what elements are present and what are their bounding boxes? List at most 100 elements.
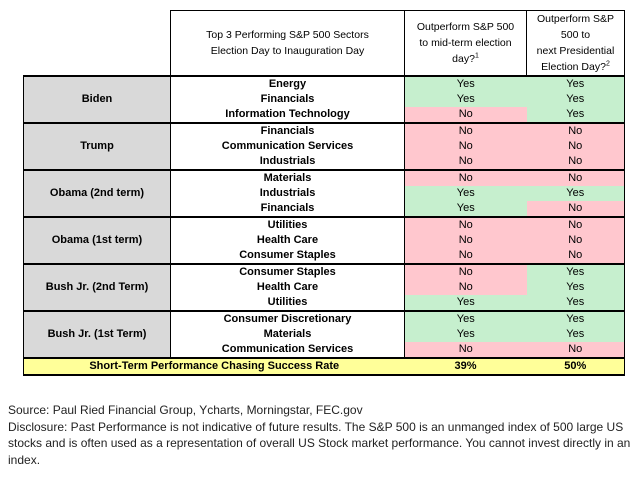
sector-cell: Energy (170, 75, 405, 92)
table-row: Utilities Yes Yes (24, 295, 625, 311)
summary-label: Short-Term Performance Chasing Success R… (23, 357, 405, 376)
midterm-result-cell: No (404, 280, 527, 295)
source-note: Source: Paul Ried Financial Group, Ychar… (8, 403, 363, 417)
next-election-result-cell: Yes (526, 263, 625, 280)
president-cell: Biden (23, 75, 171, 123)
table-row: Materials Yes Yes (24, 327, 625, 342)
president-cell: Obama (1st term) (23, 216, 171, 264)
next-election-result-cell: Yes (526, 295, 625, 311)
midterm-result-cell: Yes (404, 310, 527, 327)
table-row: Communication Services No No (24, 139, 625, 154)
midterm-result-cell: No (404, 263, 527, 280)
sector-performance-table: Top 3 Performing S&P 500 Sectors Electio… (23, 10, 625, 376)
summary-next-election-rate: 50% (526, 357, 625, 376)
midterm-result-cell: No (404, 169, 527, 186)
next-election-result-cell: Yes (526, 327, 625, 342)
midterm-result-cell: No (404, 248, 527, 264)
midterm-result-cell: No (404, 154, 527, 170)
header-midterm-line2: to mid-term election (419, 37, 512, 49)
disclosure-note: Disclosure: Past Performance is not indi… (8, 419, 631, 467)
sector-cell: Utilities (170, 295, 405, 311)
header-midterm: Outperform S&P 500 to mid-term election … (404, 10, 527, 77)
header-midterm-line3: day? (452, 53, 475, 65)
table-row: Information Technology No Yes (24, 107, 625, 123)
sector-cell: Industrials (170, 186, 405, 201)
table-row: Financials Yes No (24, 201, 625, 217)
sector-cell: Materials (170, 169, 405, 186)
table-row: Health Care No Yes (24, 280, 625, 295)
midterm-result-cell: No (404, 342, 527, 358)
next-election-result-cell: No (526, 248, 625, 264)
midterm-result-cell: No (404, 233, 527, 248)
next-election-result-cell: No (526, 154, 625, 170)
sector-cell: Consumer Staples (170, 263, 405, 280)
sector-cell: Communication Services (170, 139, 405, 154)
midterm-result-cell: Yes (404, 201, 527, 217)
next-election-result-cell: Yes (526, 75, 625, 92)
table-row: Health Care No No (24, 233, 625, 248)
table-row: Obama (1st term) Utilities No No (23, 216, 625, 264)
sector-cell: Financials (170, 92, 405, 107)
next-election-result-cell: No (526, 201, 625, 217)
president-cell: Obama (2nd term) (23, 169, 171, 217)
next-election-result-cell: No (526, 169, 625, 186)
table-row: Obama (2nd term) Materials No No (23, 169, 625, 217)
table-row: Consumer Staples No No (24, 248, 625, 264)
next-election-result-cell: Yes (526, 186, 625, 201)
header-midterm-line1: Outperform S&P 500 (416, 21, 515, 33)
midterm-result-cell: No (404, 107, 527, 123)
header-next-line1: Outperform S&P 500 to (536, 13, 615, 41)
sector-cell: Communication Services (170, 342, 405, 358)
next-election-result-cell: No (526, 233, 625, 248)
table-row: Bush Jr. (1st Term) Consumer Discretionar… (23, 310, 625, 358)
table-row: Bush Jr. (2nd Term) Consumer Staples No Yes (23, 263, 625, 311)
midterm-result-cell: Yes (404, 295, 527, 311)
sector-cell: Materials (170, 327, 405, 342)
midterm-result-cell: Yes (404, 327, 527, 342)
sector-cell: Health Care (170, 280, 405, 295)
sector-cell: Consumer Staples (170, 248, 405, 264)
summary-row: Short-Term Performance Chasing Success R… (23, 357, 625, 376)
header-next-line3: Election Day? (541, 61, 606, 73)
next-election-result-cell: Yes (526, 92, 625, 107)
sector-cell: Utilities (170, 216, 405, 233)
header-next-election: Outperform S&P 500 to next Presidential … (526, 10, 625, 77)
header-row: Top 3 Performing S&P 500 Sectors Electio… (24, 10, 625, 77)
sector-cell: Industrials (170, 154, 405, 170)
footnote-marker-1: 1 (474, 52, 479, 60)
next-election-result-cell: Yes (526, 280, 625, 295)
president-cell: Bush Jr. (2nd Term) (23, 263, 171, 311)
next-election-result-cell: Yes (526, 310, 625, 327)
table-row: Industrials Yes Yes (24, 186, 625, 201)
next-election-result-cell: No (526, 342, 625, 358)
table-row: Industrials No No (24, 154, 625, 170)
table-body: Biden Energy Yes Yes Financials Yes Yes Informa… (23, 75, 625, 376)
header-sectors-line1: Top 3 Performing S&P 500 Sectors (206, 29, 369, 41)
sector-cell: Consumer Discretionary (170, 310, 405, 327)
midterm-result-cell: Yes (404, 186, 527, 201)
next-election-result-cell: No (526, 139, 625, 154)
midterm-result-cell: No (404, 216, 527, 233)
notes-section: Source: Paul Ried Financial Group, Ychar… (8, 402, 633, 468)
midterm-result-cell: Yes (404, 92, 527, 107)
midterm-result-cell: No (404, 122, 527, 139)
sector-cell: Information Technology (170, 107, 405, 123)
next-election-result-cell: No (526, 216, 625, 233)
midterm-result-cell: No (404, 139, 527, 154)
sector-cell: Financials (170, 122, 405, 139)
footnote-marker-2: 2 (605, 60, 610, 68)
table-row: Biden Energy Yes Yes (23, 75, 625, 123)
sector-performance-table-container: Top 3 Performing S&P 500 Sectors Electio… (23, 10, 625, 376)
table-row: Communication Services No No (24, 342, 625, 358)
summary-midterm-rate: 39% (404, 357, 527, 376)
sector-cell: Financials (170, 201, 405, 217)
next-election-result-cell: Yes (526, 107, 625, 123)
president-cell: Bush Jr. (1st Term) (23, 310, 171, 358)
next-election-result-cell: No (526, 122, 625, 139)
header-sectors: Top 3 Performing S&P 500 Sectors Electio… (170, 10, 405, 77)
table-row: Financials Yes Yes (24, 92, 625, 107)
sector-cell: Health Care (170, 233, 405, 248)
table-row: Trump Financials No No (23, 122, 625, 170)
header-blank-cell (24, 11, 171, 77)
header-sectors-line2: Election Day to Inauguration Day (210, 45, 365, 57)
